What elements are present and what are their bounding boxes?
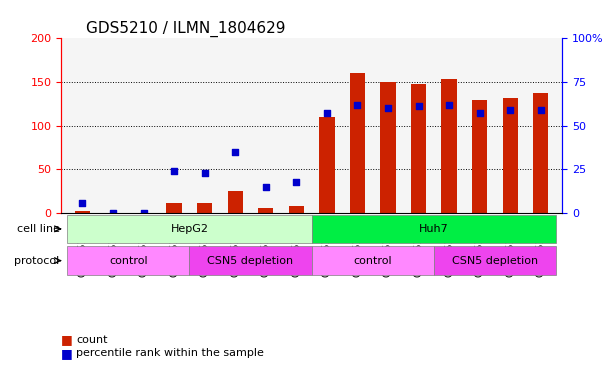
FancyBboxPatch shape [67,246,189,275]
Point [505,107,515,113]
Bar [75,211,90,213]
Bar [411,84,426,213]
Bar [258,208,273,213]
Text: percentile rank within the sample: percentile rank within the sample [76,348,264,358]
Bar [197,202,213,213]
Bar [289,206,304,213]
Text: protocol: protocol [14,256,60,266]
Point [169,168,179,174]
Text: ■: ■ [61,347,73,360]
Bar [472,99,488,213]
Text: ■: ■ [61,333,73,346]
Point [322,111,332,117]
Point [414,103,423,109]
Point [230,149,240,155]
Bar [349,73,365,213]
Point [536,107,546,113]
Text: CSN5 depletion: CSN5 depletion [208,256,293,266]
Point [353,102,362,108]
Point [444,102,454,108]
Point [200,170,210,176]
FancyBboxPatch shape [434,246,556,275]
Bar [228,191,243,213]
Point [475,111,485,117]
Text: GDS5210 / ILMN_1804629: GDS5210 / ILMN_1804629 [86,21,286,37]
Text: count: count [76,335,108,345]
Text: HepG2: HepG2 [170,224,208,234]
Bar [502,98,518,213]
Point [383,105,393,111]
Bar [166,202,182,213]
Bar [320,117,335,213]
Bar [380,82,396,213]
FancyBboxPatch shape [189,246,312,275]
Point [78,199,87,205]
FancyBboxPatch shape [67,215,312,243]
Point [261,184,271,190]
Text: Huh7: Huh7 [419,224,448,234]
Text: cell line: cell line [16,224,60,234]
Point [139,210,148,216]
Bar [533,93,549,213]
Text: CSN5 depletion: CSN5 depletion [452,256,538,266]
Text: control: control [109,256,148,266]
FancyBboxPatch shape [312,215,556,243]
Point [291,179,301,185]
FancyBboxPatch shape [312,246,434,275]
Point [108,210,118,216]
Bar [442,79,457,213]
Text: control: control [353,256,392,266]
